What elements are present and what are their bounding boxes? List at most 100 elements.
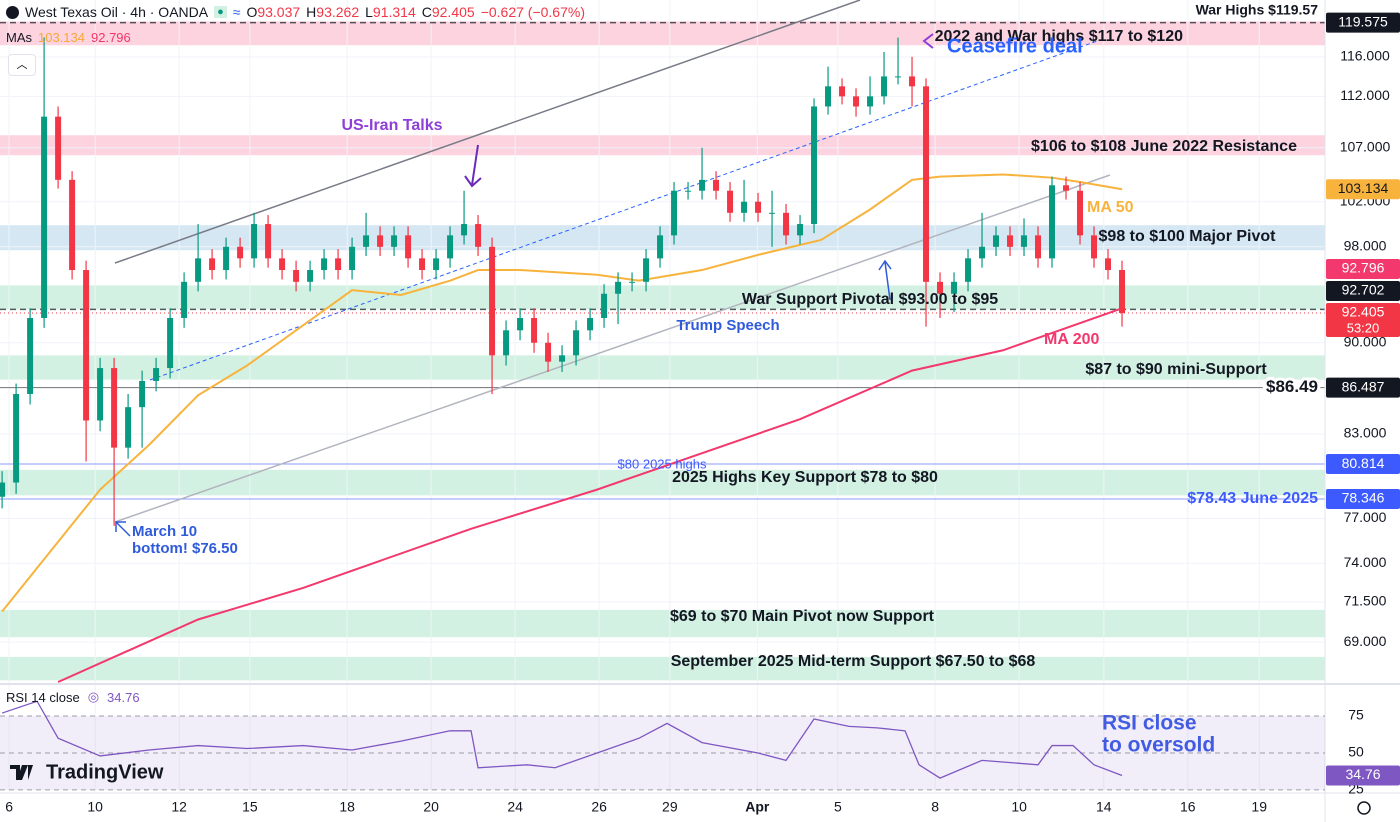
candle-body [895,76,902,78]
candle-body [111,368,118,448]
price-tag [1326,454,1400,475]
zone [0,21,1325,46]
candle-body [545,342,552,362]
arrow [464,144,482,188]
price-tag-label: 92.405 [1342,304,1385,320]
x-tick-label: Apr [745,799,770,815]
zones [0,21,1325,681]
candle-body [517,317,524,331]
y-tick-label: 107.000 [1340,139,1391,155]
y-tick-label: 77.000 [1344,509,1387,525]
ohlc-item: O93.037 [246,4,300,20]
price-tag-label: 92.796 [1342,260,1385,276]
zone [0,656,1325,681]
levels [0,21,1325,500]
candle-body [405,235,412,259]
candle-body [223,246,230,271]
candle-body [321,258,328,271]
rsi-title: RSI 14 close [6,689,80,705]
ohlc-item: C92.405 [422,4,475,20]
y-tick-label: 83.000 [1344,425,1387,441]
level-label: $80 2025 highs [618,456,707,471]
price-tag [1326,488,1400,509]
candle-body [1105,258,1112,271]
annotation: Trump Speech [676,317,779,334]
candle-body [1119,270,1126,314]
candle-body [951,281,958,294]
price-tag-label: 78.346 [1342,490,1385,506]
candle-body [209,258,216,271]
settings-icon[interactable] [1357,801,1371,815]
candle-body [41,116,48,318]
candle-body [699,179,706,191]
candle-body [1063,185,1070,191]
x-tick-label: 29 [662,799,678,815]
y-tick-label: 98.000 [1344,238,1387,254]
candle-body [335,258,342,271]
candle-body [601,293,608,318]
level-label: War Highs $119.57 [1196,1,1319,17]
candle-body [433,258,440,271]
candle-body [13,393,20,483]
candle-body [797,224,804,236]
y-tick-label: 69.000 [1344,633,1387,649]
annotation: to oversold [1102,734,1215,757]
candle-body [923,86,930,282]
ma-label: MAs [6,30,32,45]
candle-body [671,190,678,236]
candle-body [83,270,90,421]
arrow [922,33,934,49]
candle-body [447,235,454,259]
x-tick-label: 14 [1096,799,1112,815]
x-tick-label: 6 [5,799,13,815]
candle-body [965,258,972,282]
candle-body [783,212,790,236]
candle-body [27,317,34,394]
candle-body [573,330,580,356]
collapse-button[interactable]: ︿ [8,54,36,76]
candle-body [727,190,734,213]
candle-body [1091,235,1098,259]
annotation: US-Iran Talks [341,117,442,134]
x-tick-label: 20 [423,799,439,815]
price-tag-label: 92.702 [1342,282,1385,298]
branding: TradingView [46,761,164,783]
price-tag [1326,303,1400,338]
candle-body [503,330,510,356]
zone [0,609,1325,638]
ma-value: 103.134 [38,30,85,45]
zone [0,469,1325,496]
candle-body [685,190,692,192]
annotations: 2022 and War highs $117 to $120 $106 to $… [115,1,1321,757]
candle-body [1007,235,1014,247]
rsi-tick-label: 50 [1348,744,1364,760]
candle-body [195,258,202,282]
arrow [115,521,131,537]
annotation: Ceasefire deal [947,35,1083,57]
ohlc-value: 93.037 [257,4,301,20]
candle-body [629,281,636,283]
candle-body [69,179,76,271]
candle-body [0,482,6,497]
x-tick-label: 10 [87,799,103,815]
candle-body [769,212,776,214]
candle-body [1021,235,1028,247]
y-tick-label: 116.000 [1340,48,1390,64]
candle-body [881,76,888,97]
y-tick-label: 90.000 [1344,333,1387,349]
candle-body [475,224,482,247]
annotation: RSI close [1102,712,1197,735]
ma-line [1,173,1123,613]
x-tick-label: 10 [1011,799,1027,815]
zone-label: $98 to $100 Major Pivot [1099,228,1277,245]
candle-body [657,235,664,259]
icon: ≈ [232,4,241,20]
zone-label: War Support Pivotal $93.00 to $95 [742,291,998,308]
candle-body [293,270,300,282]
candle-body [181,281,188,318]
candle-body [811,106,818,225]
ohlc: O93.037 H93.262 L91.314 C92.405 [246,4,474,20]
candle-body [391,235,398,247]
candle-body [909,76,916,87]
